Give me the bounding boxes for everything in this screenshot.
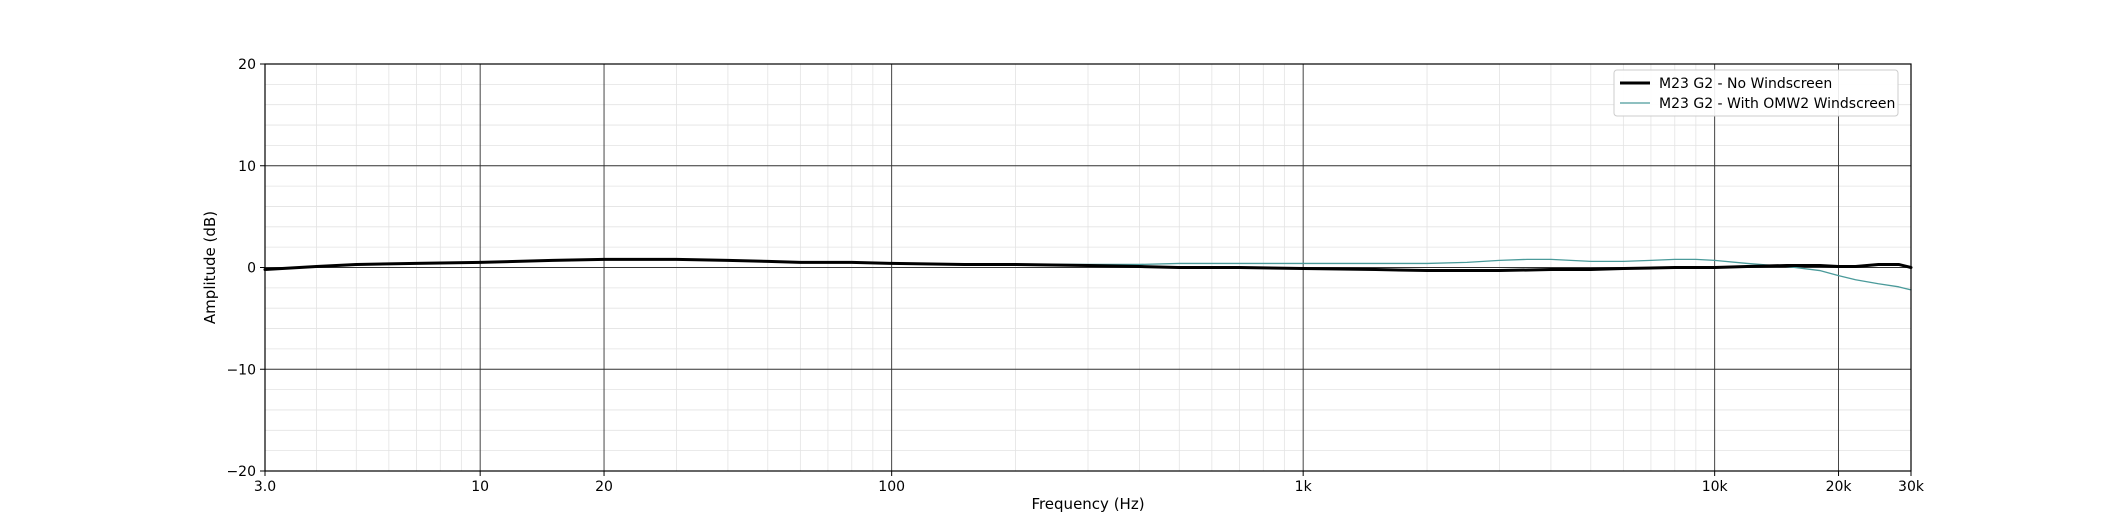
x-axis-title: Frequency (Hz) (1031, 495, 1144, 513)
y-tick-label: 20 (238, 57, 256, 73)
legend-label-1: M23 G2 - No Windscreen (1659, 76, 1832, 92)
x-tick-label: 1k (1295, 479, 1313, 495)
x-axis-ticks: 3.0 10 20 100 1k 10k 20k 30k (254, 471, 1925, 495)
legend: M23 G2 - No Windscreen M23 G2 - With OMW2… (1613, 69, 1899, 117)
y-axis-ticks: 20 10 0 −10 −20 (226, 57, 265, 480)
x-tick-label: 10 (471, 479, 489, 495)
legend-label-2: M23 G2 - With OMW2 Windscreen (1659, 96, 1895, 112)
x-tick-label: 10k (1702, 479, 1729, 495)
series-layer (263, 257, 1913, 291)
x-tick-label: 20 (595, 479, 613, 495)
y-tick-label: 0 (247, 261, 256, 277)
y-tick-label: −10 (226, 362, 256, 378)
x-tick-label: 100 (878, 479, 905, 495)
y-tick-label: −20 (226, 464, 256, 480)
x-tick-label: 3.0 (254, 479, 276, 495)
legend-box (1613, 69, 1899, 117)
x-tick-label: 30k (1898, 479, 1925, 495)
y-tick-label: 10 (238, 159, 256, 175)
x-tick-label: 20k (1826, 479, 1853, 495)
series-line-1 (263, 257, 1913, 273)
y-axis-title: Amplitude (dB) (201, 211, 219, 324)
